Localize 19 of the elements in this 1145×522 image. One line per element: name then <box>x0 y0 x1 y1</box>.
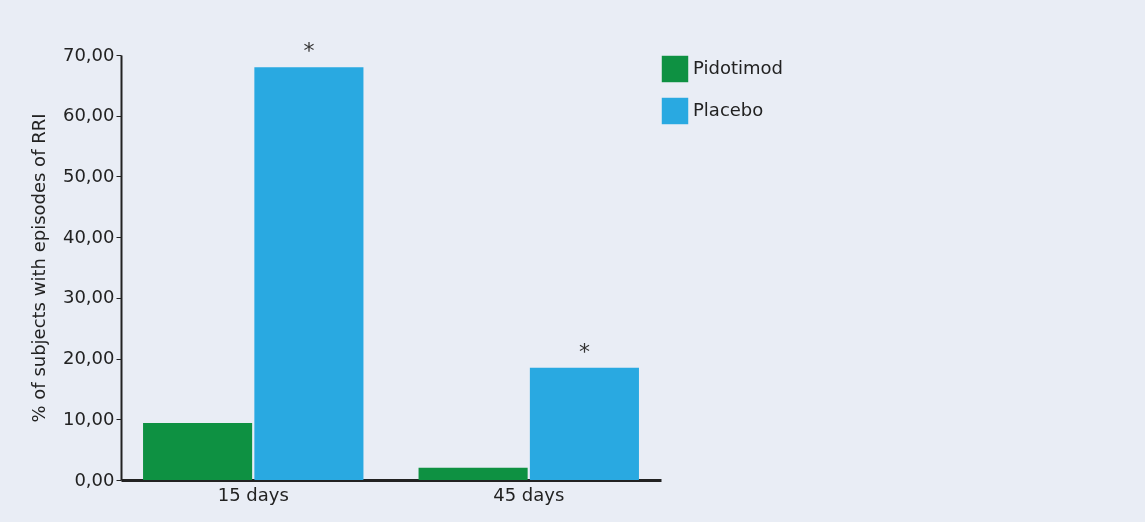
y-axis-title: % of subjects with episodes of RRI <box>27 113 49 423</box>
y-tick-label: 0,00 <box>74 468 115 490</box>
y-tick-label: 30,00 <box>62 286 115 308</box>
annotation: * <box>578 338 590 364</box>
y-tick-label: 20,00 <box>62 347 115 369</box>
bar <box>418 467 528 480</box>
bar <box>143 422 253 480</box>
x-tick-label: 45 days <box>493 483 565 505</box>
bar <box>254 67 364 480</box>
y-tick-label: 70,00 <box>62 43 115 65</box>
bar <box>529 367 639 480</box>
annotation: * <box>303 38 315 64</box>
legend-label: Placebo <box>693 99 764 120</box>
y-tick-label: 60,00 <box>62 104 115 126</box>
x-tick-label: 15 days <box>217 483 289 505</box>
y-tick-label: 40,00 <box>62 225 115 247</box>
y-tick-label: 50,00 <box>62 164 115 186</box>
legend-label: Pidotimod <box>693 57 783 78</box>
y-tick-label: 10,00 <box>62 407 115 429</box>
